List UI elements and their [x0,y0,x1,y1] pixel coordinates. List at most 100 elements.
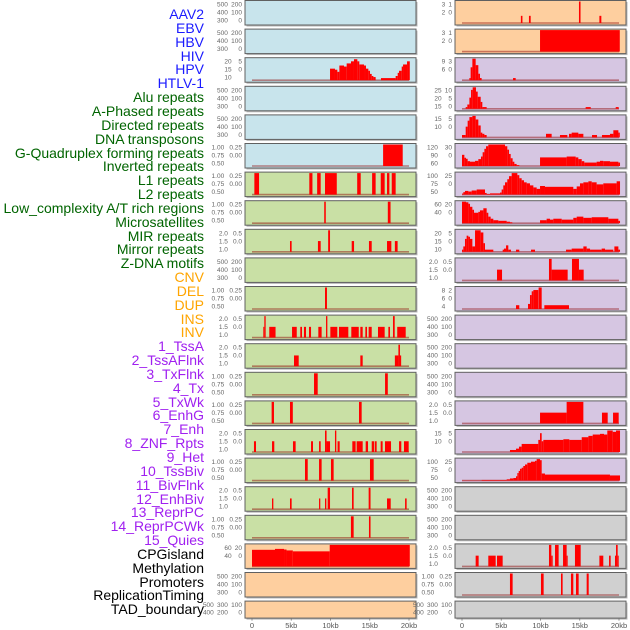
bar [478,211,480,224]
bar [387,498,391,510]
bar [571,132,579,138]
y-tick-label: 0 [238,275,242,282]
y-tick-label: 400 [217,95,228,102]
y-tick-label: 500 [217,30,228,37]
y-tick-label: 500 [217,116,228,123]
y-tick-label: 2 [442,10,446,17]
bar [462,201,467,224]
y-tick-label: 300 [427,602,438,609]
bar [613,412,619,424]
bar [399,355,402,367]
legend-label: 5_TxWk [152,393,204,410]
bar [359,64,365,81]
bar [397,326,406,338]
bar [528,15,531,23]
bar [385,373,388,395]
bar [464,238,467,252]
y-tick-label: 0 [238,132,242,139]
legend-label: 1_TssA [158,338,204,355]
bar [608,218,619,224]
bar [399,441,402,452]
bar [540,186,545,195]
bar [571,258,579,281]
panel-l2-repeats: 1.000.750.50 0.250.00 [212,371,418,399]
bar [566,156,576,166]
bar [466,202,469,224]
legend-label: 9_Het [166,448,204,465]
bar [475,65,479,81]
panel-l1-repeats: 2.01.51.0 0.50.0 [219,343,418,370]
legend-label: 7_Enh [163,421,204,438]
y-tick-label: 100 [441,524,452,531]
y-tick-label: 300 [427,532,438,539]
bar [488,144,506,166]
bar [478,73,480,81]
bar [520,468,522,481]
y-tick-label: 0.75 [212,181,225,188]
y-tick-label: 0 [448,67,452,74]
bar [513,78,516,81]
y-tick-label: 400 [427,496,438,503]
bar [544,186,574,195]
y-tick-label: 0 [448,238,452,245]
bar [462,135,466,138]
bar [553,218,562,224]
y-tick-label: 0.00 [229,410,242,417]
legend-label: Low_complexity A/T rich regions [3,199,205,216]
bar [609,133,614,138]
legend-label: 6_EnhG [152,407,204,424]
bar [478,159,481,166]
bar [503,185,506,195]
y-tick-label: 300 [427,332,438,339]
y-tick-label: 100 [231,602,242,609]
y-tick-label: 0.5 [443,545,452,552]
y-tick-label: 0.50 [212,304,225,311]
bar [555,544,559,567]
bar [523,465,526,481]
y-tick-label: 9 [442,59,446,66]
bar [540,433,542,452]
bar [292,326,297,338]
x-tick-label: 20kb [611,621,627,630]
bar [403,64,408,81]
bar [469,117,473,138]
bar [490,193,500,195]
bar [319,441,321,452]
bar [578,159,582,166]
y-tick-label: 0.00 [229,467,242,474]
y-tick-label: 1.0 [219,361,228,368]
y-tick-label: 500 [427,516,438,523]
y-tick-label: 200 [231,574,242,581]
y-tick-label: 40 [434,210,442,217]
legend-label: 12_EnhBiv [136,490,204,507]
x-tick-label: 20kb [401,621,417,630]
bar [329,544,410,567]
bar [548,258,552,281]
y-tick-label: 200 [231,2,242,9]
bar [480,156,483,166]
bar [482,152,485,166]
y-tick-label: 0.50 [212,389,225,396]
panel-background [244,600,417,619]
y-tick-label: 0 [448,610,452,617]
bar [591,182,597,195]
bar [466,235,469,252]
bar [509,222,513,224]
y-tick-label: 0.0 [233,353,242,360]
bar [585,107,591,109]
bar [319,459,322,481]
bar [601,412,608,424]
y-tick-label: 1.0 [219,246,228,253]
bar [360,326,363,338]
legend-label: DEL [176,282,204,299]
y-tick-label: 1.0 [429,275,438,282]
y-tick-label: 100 [231,267,242,274]
